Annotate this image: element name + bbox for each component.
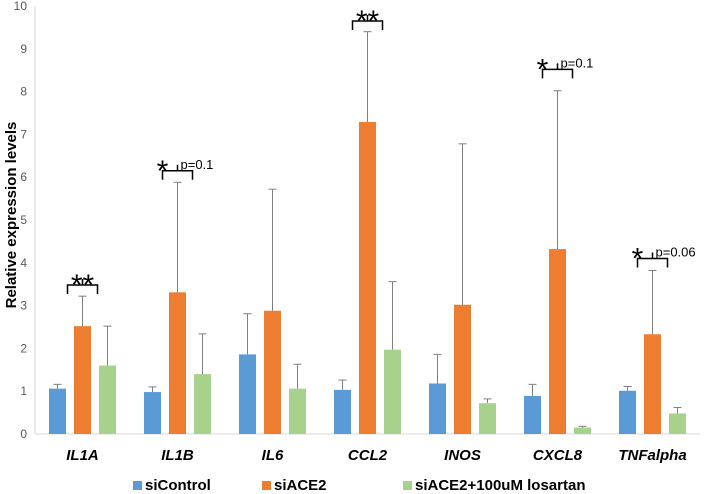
legend-swatch — [133, 481, 142, 490]
legend: siControl siACE2 siACE2+100uM losartan — [133, 477, 586, 494]
significance-star: * — [157, 155, 169, 188]
y-tick-label: 9 — [20, 42, 27, 56]
legend-label: siACE2 — [274, 477, 327, 494]
bar-siace2-100um-losartan-inos — [479, 403, 496, 434]
p-value-label: p=0.1 — [561, 55, 594, 70]
bar-siace2-100um-losartan-tnfalpha — [669, 413, 686, 434]
legend-swatch — [403, 481, 412, 490]
bars — [49, 121, 686, 434]
y-tick-label: 8 — [20, 85, 27, 99]
legend-item-1: siControl — [133, 477, 211, 494]
significance-il1a: ** — [66, 269, 99, 302]
bar-siace2-inos — [454, 304, 471, 434]
category-label: TNFalpha — [618, 447, 686, 464]
category-labels: IL1A IL1B IL6 CCL2 INOS CXCL8 TNFalpha — [66, 447, 686, 464]
bar-siace2-100um-losartan-ccl2 — [384, 349, 401, 434]
y-tick-label: 3 — [20, 299, 27, 313]
y-tick-label: 2 — [20, 341, 27, 355]
significance-tnfalpha: * p=0.06 — [632, 243, 696, 276]
error-bars — [53, 31, 682, 428]
bar-sicontrol-cxcl8 — [524, 395, 541, 434]
bar-sicontrol-ccl2 — [334, 389, 351, 434]
y-tick-label: 6 — [20, 170, 27, 184]
y-tick-label: 4 — [20, 256, 27, 270]
legend-item-3: siACE2+100uM losartan — [403, 477, 586, 494]
bar-siace2-100um-losartan-il1a — [99, 365, 116, 434]
significance-star: * — [537, 53, 549, 86]
bar-sicontrol-il1a — [49, 388, 66, 434]
p-value-label: p=0.06 — [656, 245, 696, 260]
bar-siace2-100um-losartan-il1b — [194, 374, 211, 434]
bar-sicontrol-il1b — [144, 392, 161, 434]
significance-annotations: *** p=0.1*** p=0.1* p=0.06 — [66, 5, 696, 302]
bar-siace2-100um-losartan-il6 — [289, 388, 306, 434]
legend-item-2: siACE2 — [262, 477, 327, 494]
y-axis-ticks: 0 1 2 3 4 5 6 7 8 9 10 — [14, 0, 28, 441]
significance-star: ** — [356, 5, 380, 38]
bar-siace2-100um-losartan-cxcl8 — [574, 427, 591, 434]
significance-ccl2: ** — [351, 5, 384, 38]
y-tick-label: 0 — [20, 427, 27, 441]
category-label: IL1B — [161, 447, 194, 464]
bar-siace2-cxcl8 — [549, 249, 566, 434]
bar-siace2-il1b — [169, 292, 186, 434]
bar-siace2-il6 — [264, 310, 281, 434]
significance-cxcl8: * p=0.1 — [537, 53, 594, 86]
bar-siace2-ccl2 — [359, 121, 376, 434]
category-label: IL6 — [262, 447, 284, 464]
y-axis-label: Relative expression levels — [3, 122, 20, 309]
category-label: CCL2 — [348, 447, 388, 464]
y-tick-label: 10 — [14, 0, 28, 13]
y-tick-label: 5 — [20, 213, 27, 227]
p-value-label: p=0.1 — [181, 157, 214, 172]
legend-label: siControl — [145, 477, 211, 494]
significance-il1b: * p=0.1 — [157, 155, 214, 188]
bar-sicontrol-inos — [429, 383, 446, 434]
significance-star: ** — [71, 269, 95, 302]
category-label: IL1A — [66, 447, 99, 464]
bar-sicontrol-il6 — [239, 354, 256, 434]
legend-swatch — [262, 481, 271, 490]
category-label: INOS — [444, 447, 481, 464]
category-label: CXCL8 — [533, 447, 583, 464]
bar-siace2-il1a — [74, 326, 91, 434]
y-tick-label: 7 — [20, 127, 27, 141]
legend-label: siACE2+100uM losartan — [415, 477, 586, 494]
y-tick-label: 1 — [20, 384, 27, 398]
significance-star: * — [632, 243, 644, 276]
bar-siace2-tnfalpha — [644, 334, 661, 434]
bar-sicontrol-tnfalpha — [619, 390, 636, 434]
